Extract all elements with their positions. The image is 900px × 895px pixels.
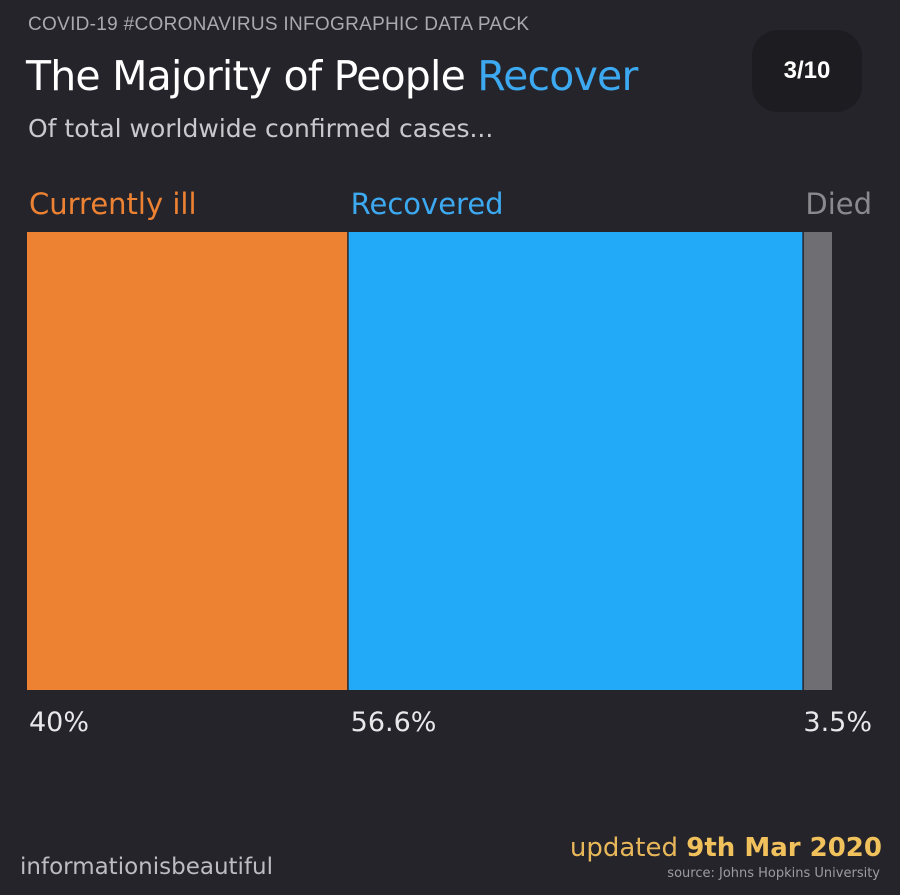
bar-segment-recovered (348, 232, 803, 690)
value-label-died: 3.5% (803, 707, 872, 738)
chart-subtitle: Of total worldwide confirmed cases... (28, 114, 494, 143)
bar-group (27, 232, 832, 690)
page-indicator-badge[interactable]: 3/10 (752, 30, 862, 112)
title-main-text: The Majority of People (26, 52, 478, 100)
source-credit: source: Johns Hopkins University (667, 866, 880, 881)
bar-segment-died (803, 232, 832, 690)
category-label-currently-ill: Currently ill (29, 187, 197, 221)
category-label-died: Died (805, 187, 872, 221)
category-label-recovered: Recovered (351, 187, 504, 221)
brand-logo-text: informationisbeautiful (20, 854, 274, 880)
value-label-currently-ill: 40% (29, 707, 89, 738)
chart-title: The Majority of People Recover (26, 52, 638, 100)
bar-segment-currently-ill (27, 232, 348, 690)
value-label-group: 40% 56.6% 3.5% (29, 707, 872, 738)
kicker-text: COVID-19 #CORONAVIRUS INFOGRAPHIC DATA P… (28, 14, 530, 35)
value-label-recovered: 56.6% (351, 707, 437, 738)
updated-line: updated 9th Mar 2020 (570, 833, 882, 863)
updated-prefix: updated (569, 833, 687, 863)
category-label-group: Currently ill Recovered Died (29, 187, 872, 221)
updated-date: 9th Mar 2020 (686, 833, 882, 863)
title-accent-text: Recover (477, 52, 638, 100)
